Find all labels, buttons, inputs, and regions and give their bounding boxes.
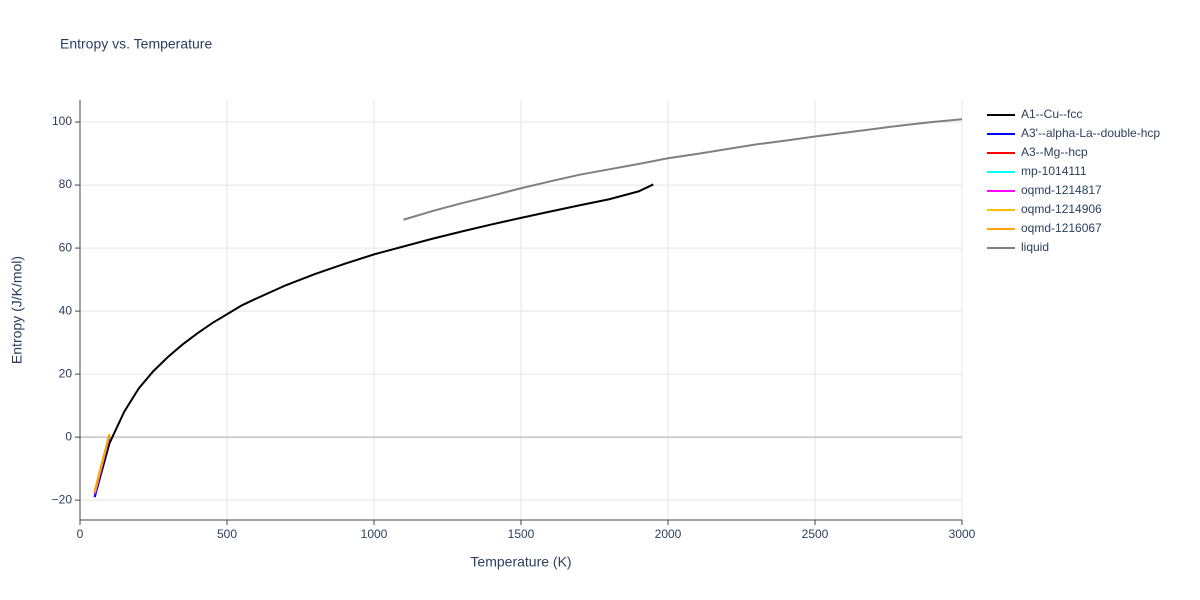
- legend-label: liquid: [1021, 240, 1049, 254]
- y-tick-label: 100: [52, 114, 72, 128]
- legend-label: oqmd-1214817: [1021, 183, 1102, 197]
- x-tick-label: 1000: [361, 527, 388, 541]
- x-tick-label: 2500: [802, 527, 829, 541]
- x-tick-label: 500: [217, 527, 237, 541]
- legend-label: A1--Cu--fcc: [1021, 107, 1082, 121]
- chart-title: Entropy vs. Temperature: [60, 36, 212, 52]
- legend-label: mp-1014111: [1021, 164, 1087, 178]
- series-line: [93, 183, 654, 498]
- series-line: [403, 118, 963, 221]
- legend-label: oqmd-1216067: [1021, 221, 1102, 235]
- legend-label: A3--Mg--hcp: [1021, 145, 1088, 159]
- y-tick-label: 80: [59, 177, 73, 191]
- series-line: [93, 433, 111, 491]
- x-tick-label: 1500: [508, 527, 535, 541]
- y-tick-label: 40: [59, 303, 73, 317]
- y-tick-label: 60: [59, 240, 73, 254]
- y-tick-label: 0: [65, 429, 72, 443]
- y-tick-label: 20: [59, 366, 73, 380]
- y-tick-label: −20: [52, 492, 73, 506]
- x-tick-label: 2000: [655, 527, 682, 541]
- legend-label: A3'--alpha-La--double-hcp: [1021, 126, 1160, 140]
- x-axis-title: Temperature (K): [470, 554, 571, 570]
- x-tick-label: 0: [77, 527, 84, 541]
- y-axis-title: Entropy (J/K/mol): [9, 256, 25, 364]
- x-tick-label: 3000: [949, 527, 976, 541]
- legend-label: oqmd-1214906: [1021, 202, 1102, 216]
